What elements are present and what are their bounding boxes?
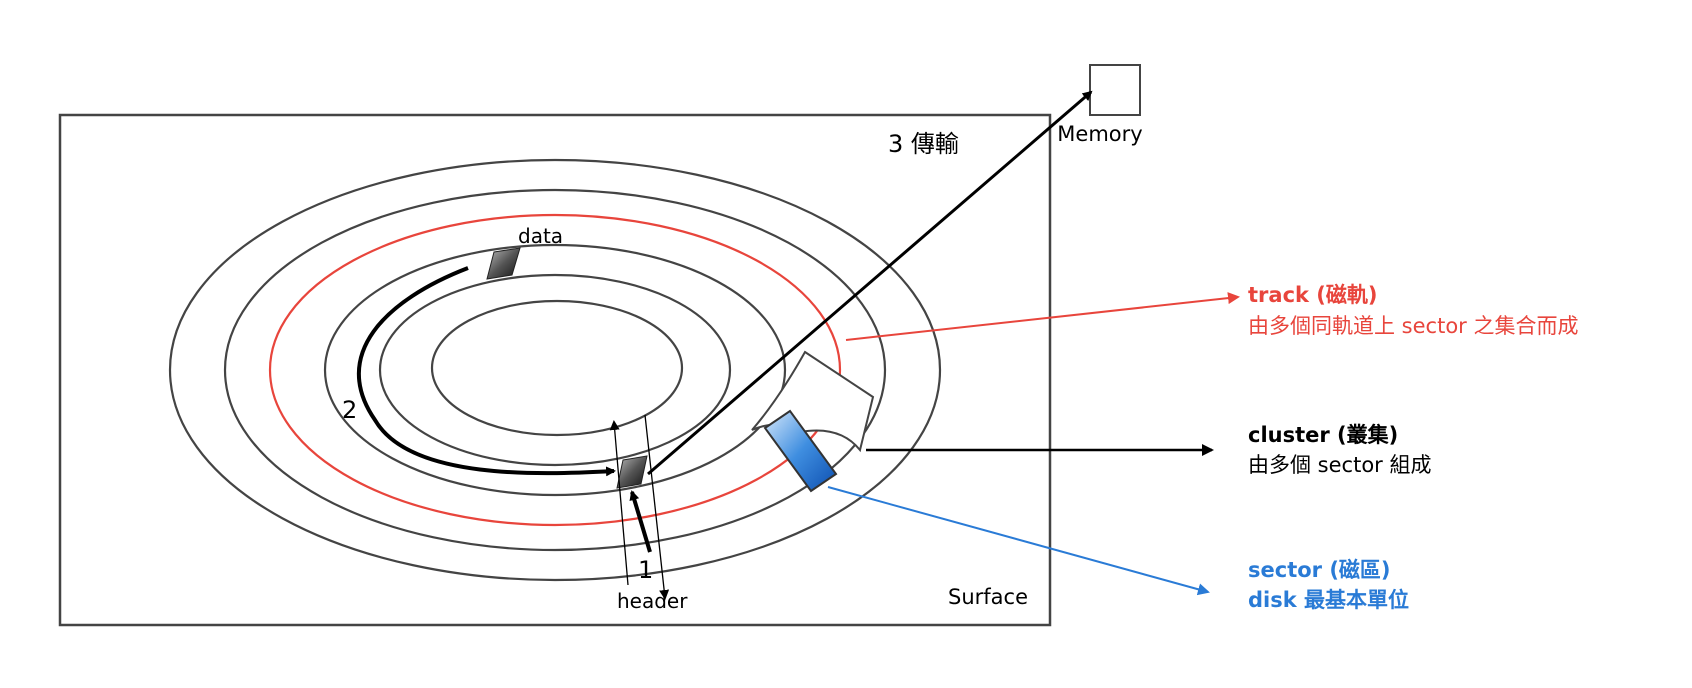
sector-title: sector (磁區) xyxy=(1248,558,1391,582)
track-desc: 由多個同軌道上 sector 之集合而成 xyxy=(1248,314,1578,338)
header-line-up xyxy=(609,420,629,586)
track-4 xyxy=(323,243,787,497)
header-block xyxy=(616,455,648,489)
track-inner xyxy=(430,299,684,437)
step-2-label: 2 xyxy=(342,396,357,424)
sector-block xyxy=(763,409,838,493)
data-block xyxy=(486,247,521,280)
transfer-label: 3 傳輸 xyxy=(888,130,959,158)
cluster-desc: 由多個 sector 組成 xyxy=(1248,453,1431,477)
path-2-arrow xyxy=(356,266,616,477)
transfer-arrow xyxy=(647,90,1093,476)
track-title: track (磁軌) xyxy=(1248,283,1378,307)
header-line-down xyxy=(644,414,670,600)
sector-pointer xyxy=(827,486,1210,596)
disk-tracks xyxy=(168,158,942,582)
sector-desc: disk 最基本單位 xyxy=(1248,588,1409,612)
surface-frame xyxy=(58,113,1052,627)
memory-box xyxy=(1089,64,1141,116)
track-2 xyxy=(223,188,887,552)
track-5 xyxy=(378,273,732,467)
data-label: data xyxy=(518,224,563,248)
header-label: header xyxy=(617,589,688,613)
track-highlight xyxy=(268,213,842,527)
path-1-arrow xyxy=(629,490,652,553)
step-1-label: 1 xyxy=(638,556,653,584)
track-outer xyxy=(168,158,942,582)
memory-label: Memory xyxy=(1057,122,1142,146)
track-pointer xyxy=(845,292,1240,341)
surface-label: Surface xyxy=(948,585,1028,609)
cluster-title: cluster (叢集) xyxy=(1248,423,1398,447)
